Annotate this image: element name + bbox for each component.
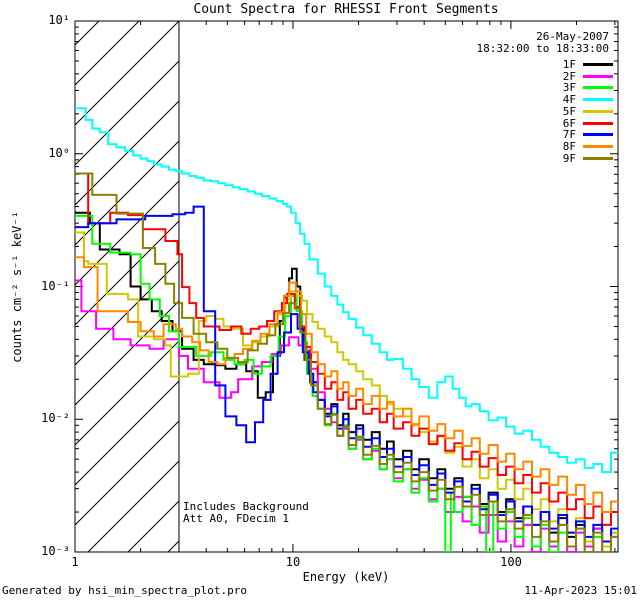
legend-item-1F: 1F	[563, 59, 613, 70]
legend-label-3F: 3F	[562, 81, 576, 95]
series-path-5F	[75, 231, 618, 548]
legend-label-2F: 2F	[562, 69, 576, 83]
annotation-includes-background: Includes Background	[183, 500, 309, 513]
legend-label-8F: 8F	[562, 139, 576, 153]
y-tick-label-1e0: 10⁰	[48, 145, 70, 160]
legend-item-3F: 3F	[563, 82, 613, 93]
series-path-4F	[75, 107, 618, 474]
legend-label-4F: 4F	[562, 93, 576, 107]
observation-date: 26-May-2007	[536, 30, 609, 43]
legend-item-4F: 4F	[563, 94, 613, 105]
legend-label-6F: 6F	[562, 116, 576, 130]
series-group	[75, 107, 618, 552]
legend-item-6F: 6F	[563, 118, 613, 129]
legend-item-8F: 8F	[563, 141, 613, 152]
legend-item-9F: 9F	[563, 153, 613, 164]
legend-label-1F: 1F	[562, 58, 576, 71]
legend-swatch-5F	[583, 109, 613, 113]
x-tick-label-100: 100	[500, 555, 522, 569]
legend-swatch-9F	[583, 156, 613, 160]
render-timestamp: 11-Apr-2023 15:01	[524, 584, 637, 597]
legend-swatch-3F	[583, 86, 613, 90]
y-tick-label-1e1: 10¹	[48, 13, 70, 27]
y-tick-label-1e-1: 10⁻¹	[41, 278, 70, 293]
legend-swatch-1F	[583, 63, 613, 66]
y-tick-label-1e-3: 10⁻³	[41, 544, 70, 558]
legend-label-7F: 7F	[562, 128, 576, 142]
series-path-6F	[75, 172, 618, 526]
hatch-region	[75, 21, 179, 552]
generator-credit: Generated by hsi_min_spectra_plot.pro	[2, 584, 248, 597]
y-axis-label: counts cm⁻² s⁻¹ keV⁻¹	[10, 211, 24, 363]
x-tick-label-1: 1	[71, 555, 79, 569]
legend-label-5F: 5F	[562, 104, 576, 118]
series-path-9F	[75, 172, 618, 552]
legend-swatch-2F	[583, 74, 613, 78]
observation-time-range: 18:32:00 to 18:33:00	[476, 42, 609, 55]
annotation-attenuator-state: Att A0, FDecim 1	[183, 512, 289, 525]
series-path-8F	[75, 256, 618, 513]
page-title: Count Spectra for RHESSI Front Segments	[193, 2, 499, 17]
legend-label-9F: 9F	[562, 151, 576, 165]
legend-item-2F: 2F	[563, 71, 613, 82]
legend-item-5F: 5F	[563, 106, 613, 117]
legend-swatch-6F	[583, 121, 613, 125]
x-axis-label: Energy (keV)	[302, 570, 390, 584]
legend-swatch-7F	[583, 133, 613, 137]
legend-swatch-8F	[583, 144, 613, 148]
legend-swatch-4F	[583, 98, 613, 102]
legend-item-7F: 7F	[563, 129, 613, 140]
y-tick-label-1e-2: 10⁻²	[41, 411, 70, 426]
axis-ticks	[74, 20, 618, 553]
x-tick-label-10: 10	[285, 555, 301, 569]
